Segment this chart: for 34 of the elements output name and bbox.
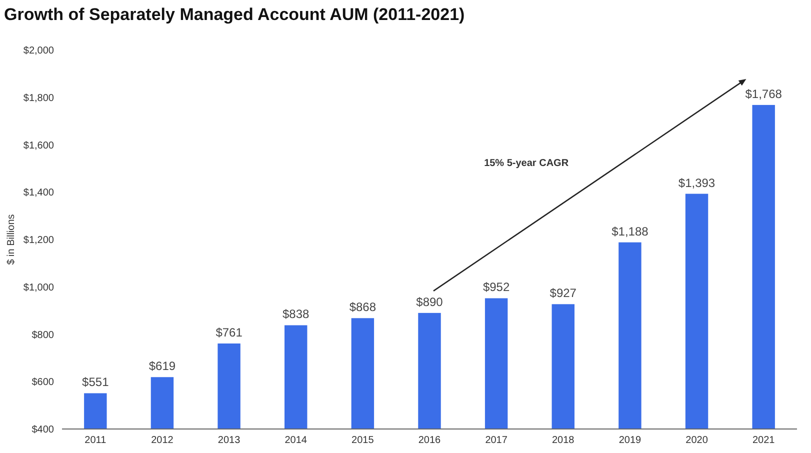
data-label: $1,393 (678, 176, 716, 190)
y-tick-label: $400 (32, 424, 54, 436)
data-label: $952 (482, 280, 510, 294)
x-tick-label: 2018 (552, 435, 575, 446)
y-tick-label: $1,000 (23, 282, 54, 294)
x-tick-label: 2011 (84, 435, 107, 446)
data-label: $1,768 (745, 86, 782, 101)
x-tick-label: 2019 (618, 435, 642, 446)
data-label: $1,188 (612, 224, 649, 238)
x-tick-label: 2014 (284, 435, 308, 446)
data-label: $838 (282, 307, 310, 322)
y-tick-label: $1,400 (23, 188, 54, 199)
annotation: 15% 5-year CAGR (484, 158, 570, 170)
data-label: $890 (416, 294, 444, 309)
y-tick-label: $800 (32, 330, 54, 341)
y-tick-label: $2,000 (23, 46, 54, 56)
x-tick-label: 2012 (151, 435, 174, 446)
y-axis-title: $ in Billions (6, 214, 17, 265)
data-label: $619 (148, 359, 176, 374)
chart-title: Growth of Separately Managed Account AUM (2011-2021) (4, 5, 465, 24)
data-label: $927 (550, 286, 577, 300)
data-label: $868 (349, 300, 376, 314)
data-label: $761 (216, 325, 243, 340)
x-tick-label: 2021 (752, 435, 776, 446)
data-label: $551 (82, 375, 110, 390)
x-tick-label: 2017 (485, 435, 508, 446)
y-tick-label: $1,800 (23, 92, 54, 104)
x-tick-label: 2013 (218, 435, 241, 446)
y-tick-label: $1,200 (23, 235, 54, 246)
x-tick-label: 2020 (686, 435, 708, 446)
y-tick-label: $1,600 (23, 140, 54, 152)
y-tick-label: $600 (32, 377, 54, 388)
x-tick-label: 2015 (352, 435, 374, 446)
x-tick-label: 2016 (418, 435, 442, 446)
